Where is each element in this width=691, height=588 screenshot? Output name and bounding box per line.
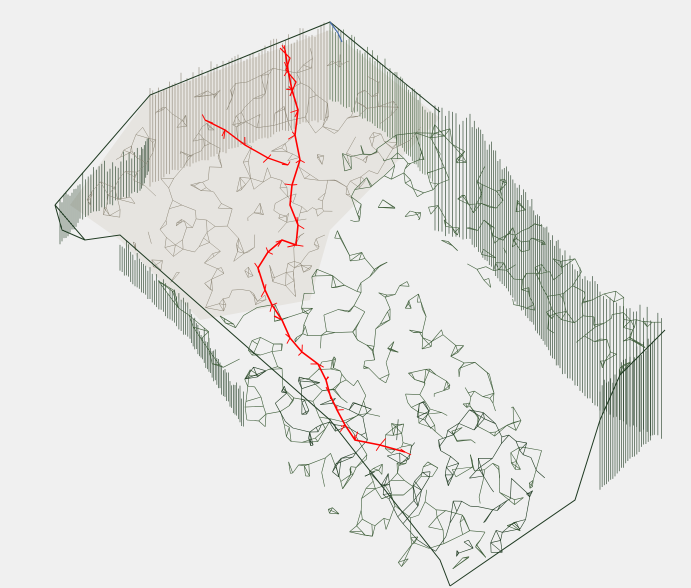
snow-covered-upper-terrain	[70, 30, 440, 320]
front-valley-mesh	[244, 366, 545, 557]
upper-channel	[279, 47, 297, 97]
main-river-line	[257, 49, 406, 453]
snow-surface-fill	[70, 30, 440, 320]
corner-edge	[54, 204, 86, 241]
right-front-wall	[599, 338, 654, 490]
right-ridge-mesh	[342, 124, 661, 375]
terrain-block-outline	[54, 21, 666, 587]
right-front-edge	[449, 329, 666, 587]
river-path	[201, 45, 412, 456]
left-front-edge	[54, 204, 451, 587]
far-wall-left	[149, 22, 328, 187]
upper-surface-mesh	[86, 48, 421, 312]
top-corner-accent	[329, 21, 343, 43]
back-edge	[54, 21, 441, 206]
terrain-surface-triangulation	[86, 48, 661, 570]
river-ticks	[201, 45, 412, 456]
